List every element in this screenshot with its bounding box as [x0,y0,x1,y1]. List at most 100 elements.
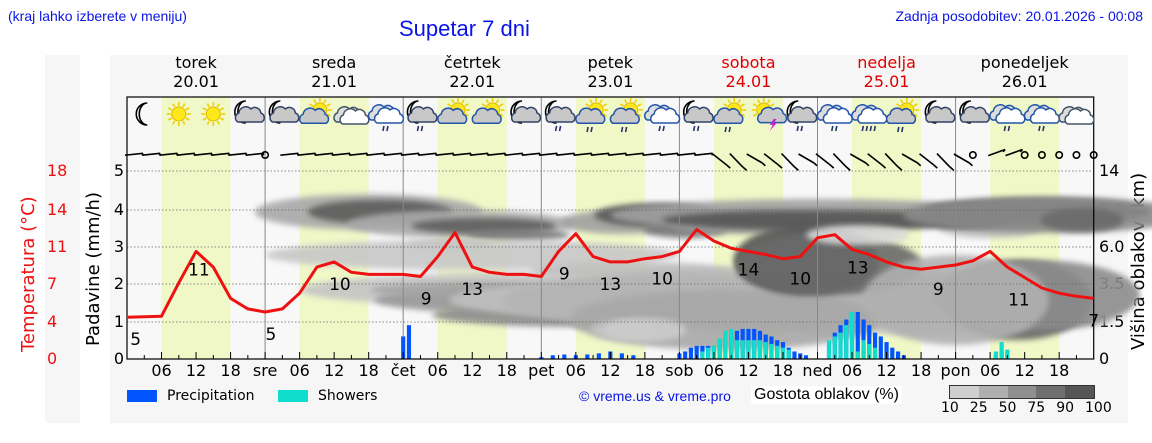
cloud-rain-icon [816,104,853,132]
axis-tick-label: 18 [47,161,68,180]
precipitation-legend-label: Precipitation [167,388,255,404]
moon-cloud-icon [924,100,956,124]
legend-showers: Showers [278,388,377,404]
sun-cloud-icon [298,98,332,125]
svg-text:11: 11 [188,260,210,280]
day-header: petek 23.01 [550,53,670,91]
density-swatch [978,386,1008,398]
cloud-rain-icon [1023,104,1061,132]
svg-text:06: 06 [704,361,724,380]
svg-text:06: 06 [566,361,586,380]
svg-text:10: 10 [651,270,673,290]
day-date: 21.01 [311,72,358,91]
density-swatch [1036,386,1066,398]
day-name: nedelja [857,53,916,72]
sun-thunder-icon [751,98,788,131]
sun-cloud-rain-icon [575,98,609,133]
axis-tick-label: 4 [47,312,58,331]
showers-legend-label: Showers [318,388,378,404]
sun-icon [201,102,226,126]
svg-text:pet: pet [528,361,554,380]
density-step-label: 100 [1085,400,1112,416]
svg-text:sob: sob [665,361,693,380]
svg-text:06: 06 [289,361,309,380]
cloud-heavy-rain-icon [851,104,888,132]
sun-cloud-icon [471,98,505,125]
moon-cloud-rain-icon [786,100,818,132]
svg-text:10: 10 [789,270,811,290]
moon-cloud-icon [959,100,990,124]
cloud-rain-icon [989,104,1026,132]
svg-text:13: 13 [600,275,622,295]
temperature-line [126,228,1094,319]
svg-text:ned: ned [802,361,832,380]
cloud-rain-icon [644,104,681,132]
density-swatch [950,386,979,398]
svg-text:5: 5 [265,325,276,345]
svg-text:sre: sre [253,361,277,380]
day-date: 25.01 [863,72,910,91]
svg-text:12: 12 [738,361,758,380]
svg-text:12: 12 [600,361,620,380]
page-title: Supetar 7 dni [399,16,530,41]
day-header: nedelja 25.01 [827,53,947,91]
day-name: četrtek [443,53,501,72]
credit-link[interactable]: © vreme.us & vreme.pro [579,388,731,404]
sun-cloud-icon [437,98,470,125]
cloud-density-label: Gostota oblakov (%) [751,386,902,404]
day-date: 22.01 [449,72,496,91]
svg-text:9: 9 [559,264,570,284]
cloud-icon [1058,106,1095,125]
axis-tick-label: 3 [113,237,124,256]
weather-icons [135,98,1095,133]
density-swatch [1007,386,1037,398]
day-name: sobota [721,53,776,72]
density-step-label: 75 [1027,400,1046,416]
day-header: sobota 24.01 [688,53,808,91]
last-updated: Zadnja posodobitev: 20.01.2026 - 00:08 [895,8,1143,24]
day-name: torek [175,53,217,72]
svg-text:10: 10 [329,275,351,295]
svg-text:5: 5 [130,330,141,350]
svg-text:18: 18 [773,361,793,380]
day-header: torek 20.01 [136,53,256,91]
day-date: 20.01 [173,72,219,91]
axis-tick-label: 14 [1099,161,1120,180]
moon-cloud-rain-icon [682,100,714,132]
moon-cloud-rain-icon [406,100,438,132]
axis-tick-label: 2 [113,274,124,293]
axis-tick-label: 7 [47,274,58,293]
temperature-labels: 5 11 5 10 9 13 9 13 10 14 10 13 9 11 7 [130,258,1099,350]
svg-text:18: 18 [497,361,517,380]
svg-text:13: 13 [847,258,869,278]
wind-barbs [124,148,1098,171]
sun-cloud-rain-icon [885,98,919,133]
svg-text:18: 18 [220,361,240,380]
density-step-label: 25 [969,400,988,416]
svg-text:06: 06 [428,361,448,380]
day-date: 23.01 [587,72,634,91]
moon-cloud-icon [268,100,300,124]
svg-text:12: 12 [876,361,896,380]
axis-tick-label: 0 [47,349,58,368]
svg-text:18: 18 [1049,361,1069,380]
day-header: sreda 21.01 [274,53,394,91]
svg-text:12: 12 [186,361,206,380]
axis-tick-label: 14 [47,200,68,219]
cloud-rain-icon [367,104,405,132]
temperature-axis-panel [45,55,80,423]
density-swatch [1065,386,1094,398]
density-step-label: 50 [998,400,1017,416]
day-name: petek [587,53,634,72]
svg-text:14: 14 [738,260,760,280]
cloud-icon [333,106,370,125]
svg-text:06: 06 [980,361,1000,380]
precipitation-swatch [127,390,157,402]
svg-text:9: 9 [421,289,432,309]
svg-text:13: 13 [461,280,483,300]
sun-cloud-rain-icon [713,98,747,133]
hour-axis: 06 12 18 sre 06 12 18 čet 06 12 18 pet 06 12 18 sob 06 12… [143,352,1077,380]
showers-swatch [278,390,308,402]
svg-text:pon: pon [941,361,971,380]
